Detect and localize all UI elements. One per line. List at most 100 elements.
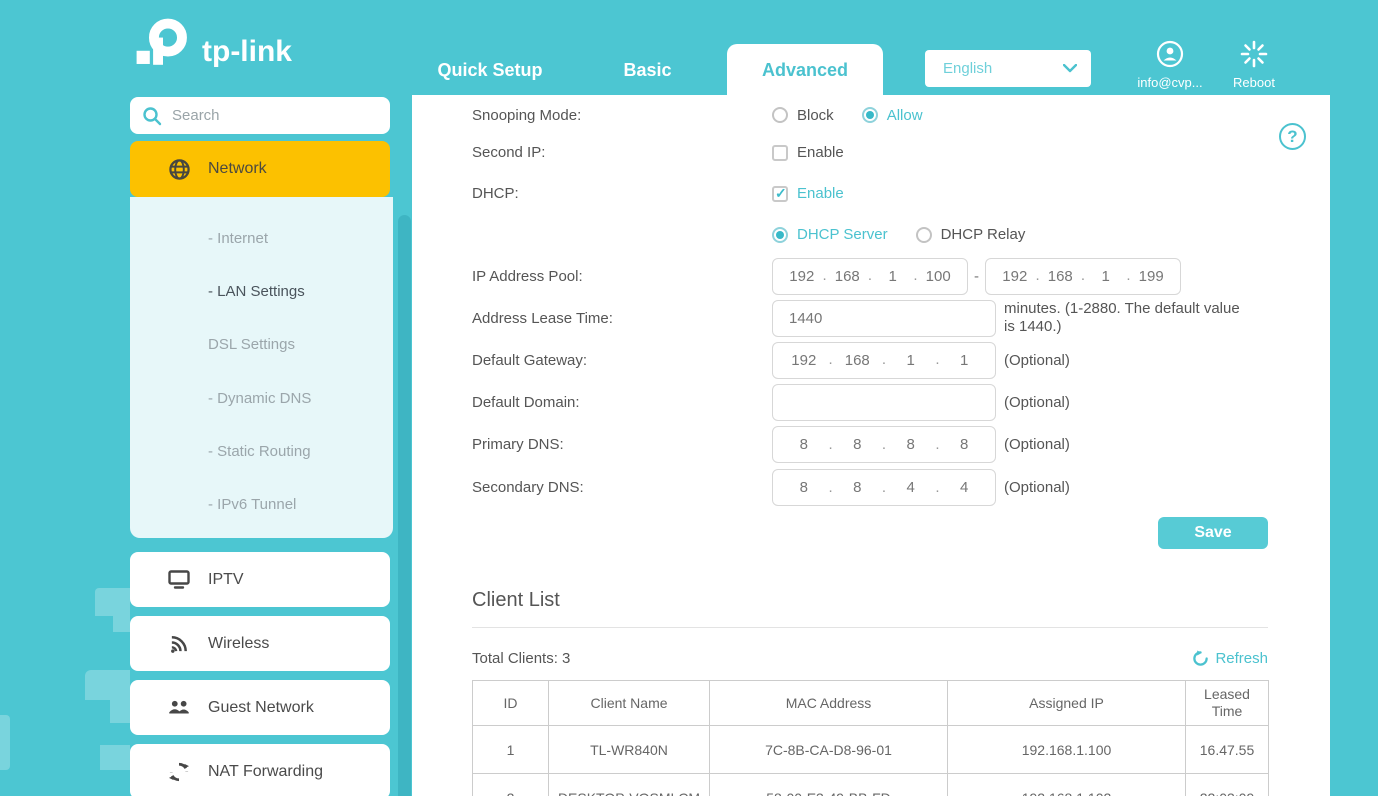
domain-row: Default Domain: (Optional) [472,381,1330,423]
refresh-label: Refresh [1215,650,1268,667]
col-header-leased-time: Leased Time [1185,680,1269,726]
sidebar-item-label: IPTV [208,570,244,588]
lease-time-row: Address Lease Time: minutes. (1-2880. Th… [472,297,1330,339]
secondary-dns-row: Secondary DNS: 8 8 4 4 (Optional) [472,466,1330,509]
ip-pool-start-input[interactable]: 192 168 1 100 [772,257,968,295]
table-row: 2 DESKTOP-VOSMLCM 58-00-E3-49-BB-FD 192.… [472,773,1269,796]
account-button[interactable]: info@cvp... [1132,40,1208,90]
sidebar-subitem-dsl-settings[interactable]: DSL Settings [208,336,295,353]
sidebar-item-nat-forwarding[interactable]: NAT Forwarding [130,744,390,796]
dhcp-row: DHCP: Enable [472,173,1330,214]
ip-pool-separator: - [974,267,979,285]
secondary-dns-label: Secondary DNS: [472,479,584,496]
col-header-assigned-ip: Assigned IP [947,680,1186,726]
scrollbar[interactable] [398,215,411,796]
total-clients-label: Total Clients: 3 [472,650,571,667]
dhcp-server-radio-label[interactable]: DHCP Server [797,226,888,243]
dhcp-relay-radio-label[interactable]: DHCP Relay [940,226,1026,243]
network-submenu: - Internet - LAN Settings DSL Settings -… [130,197,393,538]
col-header-id: ID [472,680,549,726]
guest-users-icon [168,699,190,717]
allow-radio-label[interactable]: Allow [886,106,923,124]
ip-pool-end-input[interactable]: 192 168 1 199 [985,257,1181,295]
deco-block [100,745,130,770]
dhcp-enable-checkbox[interactable] [772,185,788,202]
gateway-optional-label: (Optional) [1004,351,1070,369]
lease-time-label: Address Lease Time: [472,309,613,327]
sidebar-subitem-static-routing[interactable]: - Static Routing [208,443,311,460]
primary-dns-row: Primary DNS: 8 8 8 8 (Optional) [472,423,1330,466]
sidebar-subitem-dynamic-dns[interactable]: - Dynamic DNS [208,390,312,407]
second-ip-row: Second IP: Enable [472,132,1330,173]
refresh-icon [1193,650,1209,666]
divider [472,627,1268,628]
dhcp-relay-radio[interactable] [915,226,932,243]
tab-quick-setup[interactable]: Quick Setup [437,60,543,80]
domain-label: Default Domain: [472,393,580,411]
gateway-label: Default Gateway: [472,351,588,369]
domain-input[interactable] [772,383,996,421]
search-input[interactable] [172,107,372,124]
sidebar-item-guest-network[interactable]: Guest Network [130,680,390,735]
sidebar-subitem-internet[interactable]: - Internet [208,230,269,247]
gateway-row: Default Gateway: 192 168 1 1 (Optional) [472,339,1330,381]
sidebar-item-label: NAT Forwarding [208,762,323,780]
sidebar-subitem-ipv6-tunnel[interactable]: - IPv6 Tunnel [208,496,297,513]
save-button[interactable]: Save [1158,517,1268,549]
block-radio[interactable] [772,107,788,123]
sidebar-item-iptv[interactable]: IPTV [130,552,390,607]
language-select[interactable]: English [925,50,1091,87]
wifi-icon [168,633,190,654]
search-box[interactable] [130,97,390,134]
reboot-label: Reboot [1233,75,1275,90]
account-label: info@cvp... [1137,75,1203,90]
dhcp-label: DHCP: [472,185,519,202]
client-list-title: Client List [472,589,560,611]
second-ip-label: Second IP: [472,144,546,161]
refresh-button[interactable]: Refresh [1192,650,1268,667]
tab-basic[interactable]: Basic [623,60,672,80]
sidebar-item-label: Wireless [208,634,270,652]
dhcp-enable-label[interactable]: Enable [797,185,844,202]
second-ip-enable-checkbox[interactable] [772,144,788,161]
primary-dns-label: Primary DNS: [472,436,564,453]
snooping-mode-row: Snooping Mode: Block Allow [472,98,1330,132]
account-person-icon [1156,40,1184,68]
brand-wordmark: tp-link [202,35,292,68]
dhcp-mode-row: DHCP Server DHCP Relay [472,214,1330,255]
search-icon [143,106,162,125]
table-row: 1 TL-WR840N 7C-8B-CA-D8-96-01 192.168.1.… [472,725,1269,774]
main-content-panel: ? Snooping Mode: Block Allow Second IP: … [412,95,1330,796]
col-header-mac-address: MAC Address [709,680,948,726]
secondary-dns-input[interactable]: 8 8 4 4 [772,469,996,506]
monitor-icon [168,570,190,589]
snooping-mode-label: Snooping Mode: [472,106,582,124]
globe-icon [168,158,190,180]
domain-optional-label: (Optional) [1004,393,1070,411]
deco-block [0,715,10,770]
chevron-down-icon [1063,64,1077,73]
secondary-dns-optional-label: (Optional) [1004,479,1070,496]
primary-dns-input[interactable]: 8 8 8 8 [772,426,996,463]
deco-block [113,610,130,632]
allow-radio[interactable] [861,107,878,123]
lease-time-note: minutes. (1-2880. The default value is 1… [1004,300,1240,335]
dhcp-server-radio[interactable] [772,226,788,243]
reboot-icon [1240,40,1268,68]
table-header-row: ID Client Name MAC Address Assigned IP L… [472,680,1269,726]
help-icon[interactable]: ? [1279,123,1306,150]
sidebar-item-wireless[interactable]: Wireless [130,616,390,671]
second-ip-enable-label[interactable]: Enable [797,144,844,161]
gateway-input[interactable]: 192 168 1 1 [772,341,996,379]
primary-dns-optional-label: (Optional) [1004,436,1070,453]
nat-forwarding-icon [168,762,190,782]
block-radio-label[interactable]: Block [797,106,834,124]
sidebar-item-label: Network [208,160,267,177]
reboot-button[interactable]: Reboot [1216,40,1292,90]
sidebar-item-network[interactable]: Network [130,141,390,197]
lease-time-input[interactable] [772,299,996,337]
tp-link-logo-icon [136,18,187,65]
sidebar-subitem-lan-settings[interactable]: - LAN Settings [208,283,305,300]
col-header-client-name: Client Name [548,680,710,726]
tab-advanced[interactable]: Advanced [727,44,883,96]
